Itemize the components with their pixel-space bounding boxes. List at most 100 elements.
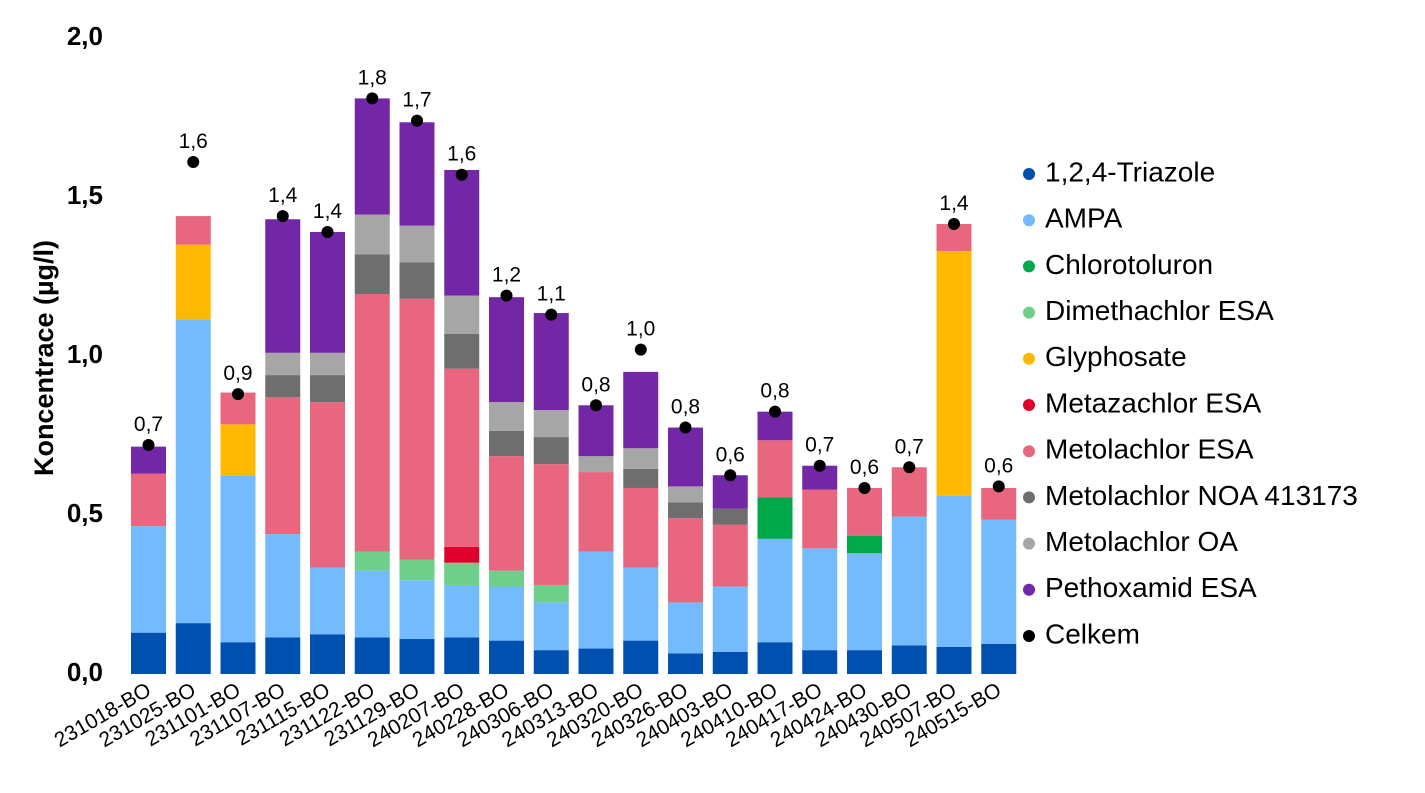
bar-segment bbox=[354, 570, 390, 638]
bar-segment bbox=[489, 456, 524, 571]
bar-segment bbox=[444, 584, 480, 638]
bar-segment bbox=[757, 497, 793, 539]
bar-segment bbox=[444, 546, 480, 563]
bar-segment bbox=[668, 602, 703, 654]
legend-label: 1,2,4-Triazole bbox=[1045, 156, 1215, 187]
bar-segment bbox=[175, 319, 211, 624]
bar-segment bbox=[220, 642, 256, 674]
legend-marker bbox=[1023, 399, 1035, 411]
legend: 1,2,4-Triazole AMPA Chlorotoluron Dimethach… bbox=[1023, 156, 1358, 649]
bar-segment bbox=[578, 472, 614, 552]
total-data-label: 0,6 bbox=[984, 454, 1013, 477]
bar-segment bbox=[891, 467, 927, 517]
legend-label: Metazachlor ESA bbox=[1045, 387, 1262, 418]
bar-segment bbox=[354, 214, 390, 255]
bar-segment bbox=[489, 586, 524, 641]
bar-segment bbox=[399, 262, 435, 299]
bar-segment bbox=[891, 516, 927, 646]
bar-segment bbox=[578, 648, 614, 674]
bar-segment bbox=[981, 643, 1017, 674]
legend-label: Pethoxamid ESA bbox=[1045, 572, 1257, 603]
legend-marker bbox=[1023, 352, 1035, 365]
total-data-label: 0,6 bbox=[850, 456, 879, 479]
bar-segment bbox=[712, 586, 748, 652]
bar-segment bbox=[623, 468, 659, 488]
total-data-label: 0,7 bbox=[805, 434, 834, 457]
bar-segment bbox=[533, 650, 569, 674]
total-data-label: 0,8 bbox=[760, 380, 789, 403]
bar-segment bbox=[131, 473, 166, 527]
bars-layer bbox=[131, 98, 1017, 674]
total-data-label: 1,4 bbox=[939, 192, 969, 215]
bar-segment bbox=[265, 375, 301, 398]
bar-segment bbox=[533, 313, 569, 411]
bar-segment bbox=[310, 634, 345, 674]
bar-segment bbox=[354, 637, 390, 674]
legend-label: Metolachlor NOA 413173 bbox=[1045, 480, 1358, 511]
bar-segment bbox=[578, 405, 614, 457]
bar-segment bbox=[981, 519, 1017, 644]
bar-segment bbox=[757, 538, 793, 643]
total-marker bbox=[948, 218, 960, 231]
total-marker bbox=[634, 343, 647, 356]
bar-segment bbox=[757, 440, 793, 498]
total-data-label: 1,6 bbox=[447, 143, 476, 166]
y-tick-label: 1,0 bbox=[67, 339, 103, 369]
legend-marker bbox=[1023, 445, 1035, 458]
bar-segment bbox=[489, 402, 524, 431]
bar-segment bbox=[444, 562, 480, 585]
y-tick-label: 2,0 bbox=[67, 21, 103, 51]
bar-segment bbox=[354, 551, 390, 571]
bar-segment bbox=[847, 535, 882, 554]
bar-segment bbox=[578, 456, 614, 473]
bar-segment bbox=[712, 651, 748, 674]
legend-label: Glyphosate bbox=[1045, 341, 1187, 372]
total-marker bbox=[500, 289, 513, 302]
bar-segment bbox=[847, 553, 882, 651]
total-data-label: 0,6 bbox=[716, 443, 745, 466]
y-tick-label: 0,5 bbox=[67, 498, 103, 528]
y-axis-ticks: 0,0 0,5 1,0 1,5 2,0 bbox=[67, 21, 103, 687]
bar-segment bbox=[489, 430, 524, 457]
total-marker bbox=[679, 421, 692, 434]
bar-segment bbox=[623, 487, 659, 568]
legend-marker bbox=[1023, 306, 1035, 319]
bar-segment bbox=[444, 295, 480, 334]
bar-segment bbox=[220, 475, 256, 643]
bar-segment bbox=[444, 368, 480, 547]
legend-marker bbox=[1023, 214, 1035, 227]
total-marker bbox=[321, 225, 334, 238]
bar-segment bbox=[131, 526, 166, 633]
bar-segment bbox=[354, 98, 390, 215]
legend-marker bbox=[1023, 491, 1035, 504]
bar-segment bbox=[399, 639, 435, 674]
bar-segment bbox=[310, 567, 345, 635]
total-data-label: 1,2 bbox=[492, 264, 521, 287]
bar-segment bbox=[399, 559, 435, 581]
legend-marker bbox=[1023, 583, 1035, 596]
bar-segment bbox=[533, 464, 569, 585]
bar-segment bbox=[533, 437, 569, 465]
bar-segment bbox=[175, 623, 211, 674]
bar-segment bbox=[712, 508, 748, 525]
total-marker bbox=[590, 399, 602, 412]
bar-segment bbox=[802, 489, 838, 549]
total-marker bbox=[276, 210, 289, 223]
total-marker bbox=[769, 405, 781, 418]
total-marker bbox=[992, 480, 1005, 493]
total-data-label: 0,9 bbox=[223, 362, 252, 385]
legend-label: Metolachlor ESA bbox=[1045, 434, 1254, 465]
legend-marker bbox=[1023, 168, 1035, 180]
bar-segment bbox=[668, 653, 703, 674]
total-data-label: 0,8 bbox=[671, 396, 700, 419]
legend-label: AMPA bbox=[1045, 203, 1123, 234]
bar-segment bbox=[489, 297, 524, 403]
bar-segment bbox=[668, 518, 703, 603]
bar-segment bbox=[936, 646, 972, 674]
total-marker bbox=[724, 469, 737, 482]
y-tick-label: 0,0 bbox=[67, 657, 103, 687]
bar-segment bbox=[399, 580, 435, 640]
total-marker bbox=[545, 308, 558, 321]
y-axis-label: Koncentrace (µg/l) bbox=[29, 240, 59, 476]
